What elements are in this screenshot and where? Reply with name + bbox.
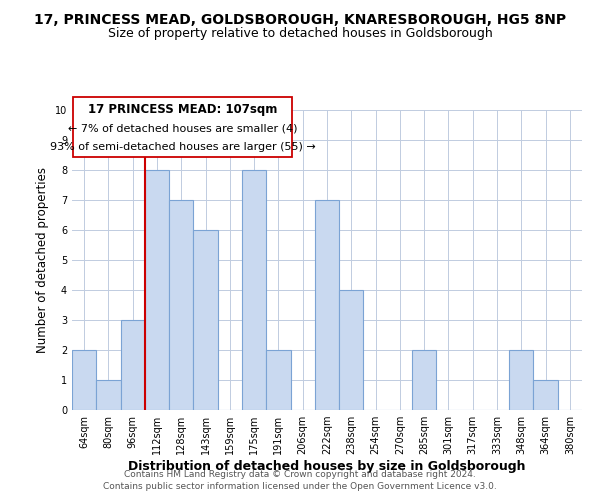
Bar [72,350,96,410]
Bar [315,200,339,410]
Bar [169,200,193,410]
Text: Contains HM Land Registry data © Crown copyright and database right 2024.: Contains HM Land Registry data © Crown c… [124,470,476,479]
X-axis label: Distribution of detached houses by size in Goldsborough: Distribution of detached houses by size … [128,460,526,473]
Bar [412,350,436,410]
Bar [121,320,145,410]
Bar [339,290,364,410]
Text: 93% of semi-detached houses are larger (55) →: 93% of semi-detached houses are larger (… [50,142,316,152]
Bar [533,380,558,410]
Bar [193,230,218,410]
Text: Size of property relative to detached houses in Goldsborough: Size of property relative to detached ho… [107,28,493,40]
Text: ← 7% of detached houses are smaller (4): ← 7% of detached houses are smaller (4) [68,124,297,134]
Text: Contains public sector information licensed under the Open Government Licence v3: Contains public sector information licen… [103,482,497,491]
Bar [145,170,169,410]
Text: 17 PRINCESS MEAD: 107sqm: 17 PRINCESS MEAD: 107sqm [88,104,277,117]
Bar [509,350,533,410]
FancyBboxPatch shape [73,96,292,156]
Y-axis label: Number of detached properties: Number of detached properties [37,167,49,353]
Bar [266,350,290,410]
Text: 17, PRINCESS MEAD, GOLDSBOROUGH, KNARESBOROUGH, HG5 8NP: 17, PRINCESS MEAD, GOLDSBOROUGH, KNARESB… [34,12,566,26]
Bar [242,170,266,410]
Bar [96,380,121,410]
